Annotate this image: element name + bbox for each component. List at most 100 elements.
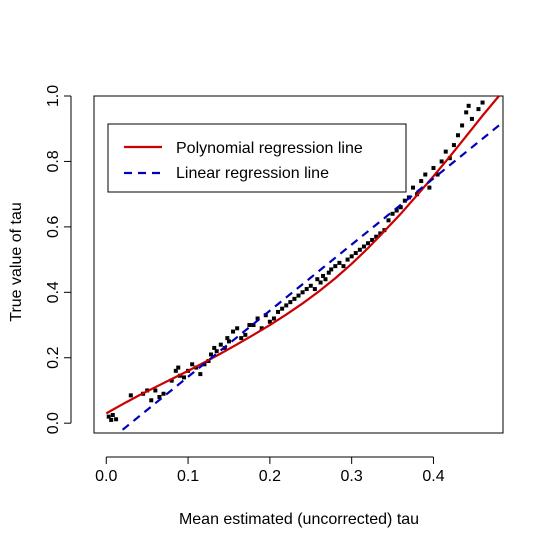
x-tick-label: 0.0 [95, 468, 117, 485]
data-point [288, 300, 293, 305]
data-point [466, 103, 471, 108]
data-point [181, 375, 186, 380]
data-point [398, 205, 403, 210]
data-point [427, 185, 432, 190]
x-tick-label: 0.4 [422, 468, 444, 485]
y-tick-label: 0.8 [45, 150, 62, 172]
x-tick-label: 0.1 [177, 468, 199, 485]
data-point [149, 398, 154, 403]
data-point [361, 244, 366, 249]
data-point [402, 198, 407, 203]
data-point [329, 267, 334, 272]
data-point [280, 306, 285, 311]
linear-regression-line [121, 121, 503, 431]
y-axis-label: True value of tau [8, 202, 25, 321]
data-point [370, 237, 375, 242]
data-point [231, 329, 236, 334]
data-point [318, 280, 323, 285]
data-point [460, 123, 465, 128]
x-axis-label: Mean estimated (uncorrected) tau [179, 511, 419, 528]
legend: Polynomial regression line Linear regres… [107, 123, 407, 193]
data-point [190, 362, 195, 367]
data-point [357, 247, 362, 252]
data-point [109, 417, 114, 422]
data-point [169, 378, 174, 383]
data-point [423, 172, 428, 177]
data-point [218, 342, 223, 347]
data-point [443, 149, 448, 154]
data-point [435, 172, 440, 177]
data-point [337, 260, 342, 265]
data-point [378, 231, 383, 236]
data-point [247, 323, 252, 328]
data-point [284, 303, 289, 308]
data-point [480, 100, 485, 105]
data-point [161, 391, 166, 396]
y-tick-label: 0.6 [45, 216, 62, 238]
data-point [308, 283, 313, 288]
data-point [276, 309, 281, 314]
data-point [386, 218, 391, 223]
regression-lines [105, 96, 503, 431]
data-point [157, 395, 162, 400]
data-point [292, 296, 297, 301]
data-point [349, 254, 354, 259]
y-tick-label: 0.0 [45, 412, 62, 434]
data-point [304, 287, 309, 292]
data-point [296, 293, 301, 298]
data-point [431, 165, 436, 170]
data-point [208, 352, 213, 357]
data-point [321, 273, 326, 278]
data-point [173, 368, 178, 373]
legend-box [107, 123, 407, 193]
data-point [374, 234, 379, 239]
data-point [114, 417, 119, 422]
data-point [345, 257, 350, 262]
axes: 0.0 0.1 0.2 0.3 0.4 0.0 0.2 0.4 0.6 0.8 1.0 [45, 85, 504, 485]
data-point [198, 372, 203, 377]
legend-label-polynomial: Polynomial regression line [176, 140, 363, 157]
data-point [476, 107, 481, 112]
y-tick-label: 1.0 [45, 85, 62, 107]
legend-label-linear: Linear regression line [176, 165, 329, 182]
data-point [225, 336, 230, 341]
data-point [312, 287, 317, 292]
polynomial-regression-line [105, 96, 500, 415]
x-tick-label: 0.2 [259, 468, 281, 485]
plot-frame [93, 95, 504, 434]
data-point [326, 270, 331, 275]
data-point [110, 413, 115, 418]
y-tick-label: 0.4 [45, 281, 62, 303]
data-point [243, 332, 248, 337]
data-point [419, 179, 424, 184]
data-point [451, 143, 456, 148]
data-point [226, 339, 231, 344]
data-point [128, 393, 133, 398]
data-point [411, 185, 416, 190]
data-point [469, 116, 474, 121]
data-point [239, 336, 244, 341]
data-point [271, 316, 276, 321]
data-point [251, 323, 256, 328]
data-point [255, 316, 260, 321]
data-point [353, 251, 358, 256]
data-point [366, 241, 371, 246]
data-point [456, 133, 461, 138]
data-point [394, 208, 399, 213]
data-point [212, 345, 217, 350]
data-point [106, 414, 111, 419]
data-point [341, 264, 346, 269]
data-point [464, 110, 469, 115]
data-point [176, 365, 181, 370]
data-point [439, 159, 444, 164]
data-point [267, 319, 272, 324]
data-point [259, 326, 264, 331]
data-point [390, 211, 395, 216]
data-point [300, 290, 305, 295]
data-point [323, 277, 328, 282]
data-point [214, 349, 219, 354]
data-point [333, 264, 338, 269]
